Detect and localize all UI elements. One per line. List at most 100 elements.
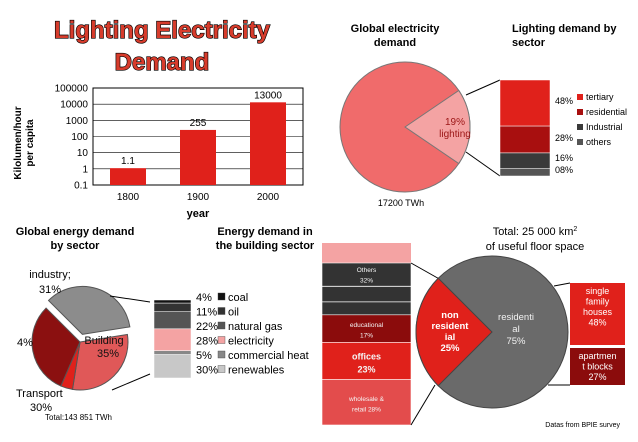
global-electricity-pie-chart: Global electricity demand 19% lighting 1…	[339, 23, 501, 208]
legend-swatch	[577, 94, 583, 100]
segment-label: 17%	[360, 333, 373, 340]
legend-swatch	[217, 321, 226, 330]
legend-label: tertiary	[586, 92, 614, 102]
segment-pct: 28%	[555, 133, 573, 143]
x-axis-label: year	[187, 208, 210, 220]
non-residential-label-line: ial	[445, 332, 456, 343]
building-title-line2: the building sector	[216, 240, 315, 252]
x-tick-label: 1900	[187, 192, 210, 203]
industry-pct: 31%	[39, 284, 61, 296]
segment-label: 48%	[588, 318, 606, 328]
segment-label: apartmen	[578, 351, 616, 361]
building-pct: 35%	[97, 348, 119, 360]
segment-label: educational	[350, 322, 384, 329]
residential-label-line: al	[512, 324, 519, 335]
energy-title-line1: Global energy demand	[16, 226, 135, 238]
building-pct-labels: 4% 11% 22% 28% 5% 30%	[196, 292, 218, 377]
segment-natural-gas	[153, 311, 192, 330]
y-axis-label-line1: Kilolumen/hour	[13, 106, 24, 179]
y-tick-labels: 100000 10000 1000 100 10 1 0.1	[55, 84, 89, 192]
segment-pct: 4%	[196, 292, 212, 304]
transport-label: Transport	[16, 388, 63, 400]
y-tick-label: 0.1	[74, 181, 88, 192]
y-tick-label: 10	[77, 148, 89, 159]
segment-pct: 28%	[196, 336, 218, 348]
energy-total: Total:143 851 TWh	[45, 413, 112, 422]
floor-total-sup: 2	[573, 226, 577, 233]
residential-label-line: 75%	[506, 336, 526, 347]
pie-slice-building	[47, 285, 131, 335]
residential-label-line: residenti	[498, 312, 534, 323]
segment-electricity	[153, 328, 192, 351]
segment-renewables	[153, 354, 192, 379]
segment-Industrial	[499, 152, 551, 169]
sector-stack: 48% 28% 16% 08%	[499, 79, 573, 177]
energy-by-sector-pie-chart: Global energy demand by sector industry;…	[16, 226, 151, 422]
segment-pct: 22%	[196, 321, 218, 333]
segment-apartment-blocks	[570, 348, 625, 385]
segment-pct: 16%	[555, 153, 573, 163]
bar-1900	[180, 129, 216, 185]
main-title-line1: Lighting Electricity	[54, 17, 271, 44]
legend-label: Industrial	[586, 122, 623, 132]
y-tick-label: 100000	[55, 84, 89, 95]
floor-space-header: Total: 25 000 km2 of useful floor space	[486, 226, 584, 253]
lighting-slice-label: lighting	[439, 129, 471, 140]
legend-swatch	[217, 365, 226, 373]
segment-label: offices	[352, 352, 381, 362]
segment-single-family-houses	[570, 283, 625, 345]
connector-top	[465, 79, 501, 96]
y-tick-label: 1000	[66, 116, 89, 127]
pie-slice-transport	[71, 333, 129, 391]
x-tick-labels: 1800 1900 2000	[117, 192, 280, 203]
lighting-demand-bar-chart: 100000 10000 1000 100 10 1 0.1 1.1 255 13000 180…	[13, 84, 304, 220]
legend-label: renewables	[228, 365, 285, 377]
legend-swatch	[217, 350, 226, 359]
connector-top	[109, 295, 151, 303]
bars: 1.1 255 13000	[110, 90, 286, 185]
pie-slice-industry	[31, 307, 81, 387]
x-tick-label: 2000	[257, 192, 280, 203]
legend-label: residential	[586, 107, 627, 117]
non-residential-stack: Others 32% educational 17% offices 23% wholesa…	[321, 262, 412, 426]
non-residential-label-line: 25%	[440, 343, 460, 354]
legend-label: oil	[228, 307, 239, 319]
bar-value-label: 1.1	[121, 156, 135, 167]
lighting-slice-pct: 19%	[445, 117, 465, 128]
y-axis-label-line2: per capita	[25, 119, 36, 167]
segment-offices	[321, 342, 412, 380]
building-label: Building	[84, 335, 123, 347]
non-residential-label-line: resident	[432, 321, 470, 332]
pie-title-line1: Global electricity	[351, 23, 441, 35]
segment-oil	[153, 302, 192, 312]
legend-label: natural gas	[228, 321, 283, 333]
sector-legend: tertiary residential Industrial others	[577, 92, 627, 147]
legend-label: electricity	[228, 336, 274, 348]
segment-pct: 11%	[196, 307, 217, 319]
segment-tertiary	[499, 79, 551, 127]
energy-title-line2: by sector	[51, 240, 101, 252]
source-note: Datas from BPIE survey	[545, 422, 620, 429]
segment-pct: 08%	[555, 165, 573, 175]
building-title-line1: Energy demand in	[217, 226, 313, 238]
non-residential-breakdown-chart: Others 32% educational 17% offices 23% wholesa…	[321, 243, 451, 426]
segment-coal	[153, 299, 192, 304]
segment-label: t blocks	[582, 362, 613, 372]
industry-label: industry;	[29, 269, 71, 281]
segment-label: 23%	[357, 365, 375, 375]
pie-slice-non-residential	[415, 277, 493, 387]
transport-pct: 30%	[30, 402, 52, 414]
segment-label: 32%	[360, 278, 373, 285]
electricity-total: 17200 TWh	[378, 198, 424, 208]
building-energy-chart: Energy demand in the building sector 4% 1…	[153, 226, 315, 379]
legend-label: others	[586, 137, 612, 147]
bar-value-label: 13000	[254, 90, 282, 101]
y-tick-label: 10000	[60, 100, 88, 111]
legend-swatch	[217, 292, 226, 301]
connector-bottom	[111, 373, 151, 391]
other-pct: 4%	[17, 337, 33, 349]
segment-label: Others	[357, 267, 377, 274]
